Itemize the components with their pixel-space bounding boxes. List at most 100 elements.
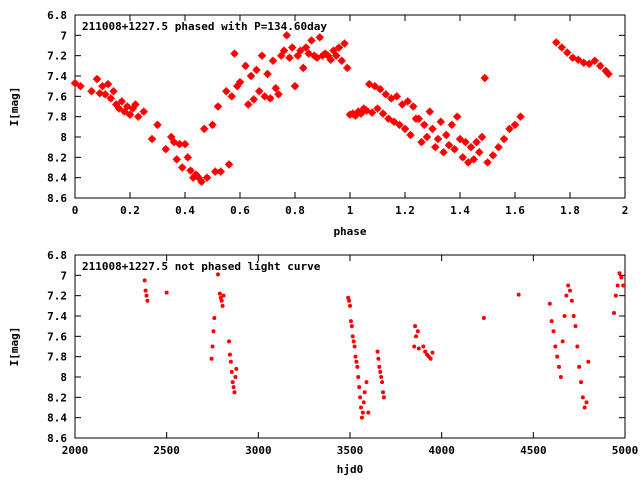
y-tick-label: 7.6 xyxy=(47,330,67,343)
x-tick-label: 0.2 xyxy=(120,204,140,217)
data-point xyxy=(358,395,363,400)
data-point xyxy=(574,55,583,64)
data-point xyxy=(612,310,616,315)
data-point xyxy=(221,293,226,298)
data-point xyxy=(217,291,222,296)
x-tick-label: 4000 xyxy=(428,444,455,457)
data-point xyxy=(478,133,486,141)
data-point xyxy=(434,135,442,144)
data-point xyxy=(148,135,156,144)
x-tick-label: 0.8 xyxy=(285,204,305,217)
data-point xyxy=(575,344,580,349)
data-point xyxy=(483,158,492,167)
data-point xyxy=(307,36,316,45)
data-point xyxy=(282,31,291,40)
data-point xyxy=(87,87,96,96)
data-point xyxy=(227,352,232,357)
data-point xyxy=(361,400,366,405)
plot-frame xyxy=(74,14,626,199)
data-point xyxy=(143,288,148,293)
data-point xyxy=(409,102,418,111)
data-point xyxy=(350,334,355,339)
x-tick-label: 0.6 xyxy=(230,204,250,217)
data-point xyxy=(366,410,371,415)
data-point xyxy=(203,173,211,182)
data-point xyxy=(244,100,253,109)
data-point xyxy=(619,275,624,280)
data-point xyxy=(216,272,220,277)
data-point xyxy=(252,65,261,74)
data-point xyxy=(566,283,571,288)
data-point xyxy=(375,349,380,354)
data-point xyxy=(340,39,349,48)
y-tick-label: 8 xyxy=(60,131,67,144)
data-point xyxy=(241,61,250,70)
y-tick-label: 6.8 xyxy=(47,249,67,262)
data-point xyxy=(144,293,149,298)
data-point xyxy=(354,359,359,364)
data-point xyxy=(431,143,440,152)
data-point xyxy=(401,124,409,133)
data-point xyxy=(511,120,519,129)
data-point xyxy=(227,339,231,344)
data-point xyxy=(274,90,283,99)
data-point xyxy=(469,155,478,164)
data-point xyxy=(590,56,599,65)
data-point xyxy=(359,405,363,410)
data-point xyxy=(293,51,302,60)
data-point xyxy=(450,145,459,154)
data-point xyxy=(348,303,352,308)
data-point xyxy=(516,292,521,297)
data-point xyxy=(197,177,206,186)
data-points xyxy=(142,271,626,420)
data-point xyxy=(596,61,605,70)
data-point xyxy=(560,339,565,344)
data-point xyxy=(153,120,162,129)
data-point xyxy=(436,117,445,126)
y-tick-label: 7.2 xyxy=(47,290,67,303)
data-point xyxy=(117,97,126,106)
data-point xyxy=(585,59,594,68)
data-point xyxy=(428,356,433,361)
data-point xyxy=(380,380,385,385)
data-point xyxy=(347,298,352,303)
x-tick-label: 4500 xyxy=(520,444,547,457)
data-point xyxy=(613,293,618,298)
data-point xyxy=(329,46,338,55)
data-point xyxy=(351,339,356,344)
data-point xyxy=(131,100,140,109)
data-point xyxy=(580,395,585,400)
data-point xyxy=(557,364,561,369)
data-points xyxy=(71,31,613,186)
chart-title: 211008+1227.5 phased with P=134.60day xyxy=(82,20,327,33)
y-tick-label: 7.8 xyxy=(47,111,67,124)
data-point xyxy=(412,344,417,349)
data-point xyxy=(302,43,310,52)
data-point xyxy=(219,298,224,303)
data-point xyxy=(299,63,308,72)
x-tick-label: 3500 xyxy=(337,444,364,457)
data-point xyxy=(445,141,453,150)
data-point xyxy=(233,375,238,379)
data-point xyxy=(349,324,354,329)
data-point xyxy=(115,104,123,113)
data-point xyxy=(291,82,299,91)
data-point xyxy=(142,278,147,283)
data-point xyxy=(172,155,181,164)
data-point xyxy=(617,271,622,276)
y-tick-label: 6.8 xyxy=(47,9,67,22)
data-point xyxy=(353,354,358,359)
data-point xyxy=(230,49,239,58)
y-tick-label: 8.2 xyxy=(47,391,67,404)
chart-panel-2: 2000 2500 3000 3500 4000 4500 5000 6.8 7 7.2 7.4 7.… xyxy=(8,249,638,476)
data-point xyxy=(220,303,225,308)
data-point xyxy=(109,87,118,96)
data-point xyxy=(101,90,110,99)
y-tick-label: 7.6 xyxy=(47,90,67,103)
data-point xyxy=(562,314,567,318)
data-point xyxy=(167,133,176,141)
data-point xyxy=(343,63,352,72)
x-tick-label: 2500 xyxy=(153,444,180,457)
data-point xyxy=(352,344,357,349)
